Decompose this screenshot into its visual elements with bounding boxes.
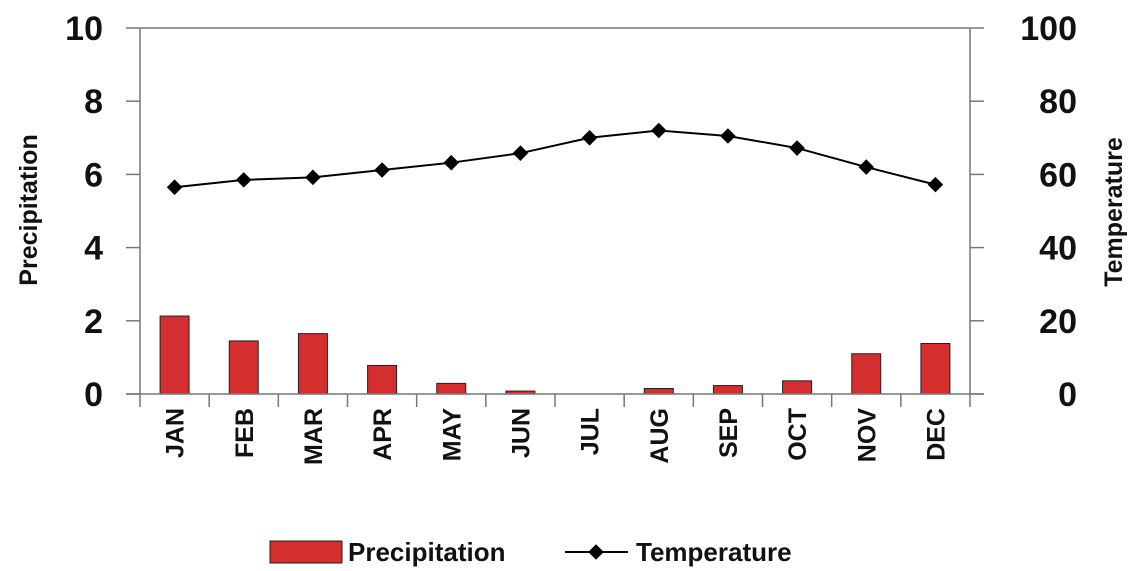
axes-group	[126, 27, 984, 407]
month-label-apr: APR	[369, 408, 397, 461]
month-label-mar: MAR	[300, 408, 328, 465]
legend-temperature-marker	[588, 544, 604, 560]
month-label-sep: SEP	[715, 408, 743, 458]
legend-precipitation-label: Precipitation	[348, 537, 505, 567]
right-tick-label-80: 80	[1039, 83, 1077, 121]
temperature-line-group	[166, 122, 944, 195]
precipitation-bar-jan	[159, 315, 190, 395]
precipitation-bar-aug	[643, 388, 674, 395]
temperature-point-apr	[374, 162, 390, 178]
temperature-point-nov	[858, 159, 875, 175]
temperature-point-dec	[927, 176, 944, 193]
temperature-point-jun	[512, 145, 529, 161]
left-tick-label-8: 8	[84, 83, 103, 121]
month-label-aug: AUG	[646, 408, 674, 464]
precipitation-bar-sep	[712, 385, 743, 395]
legend-precipitation-swatch	[269, 540, 343, 564]
month-label-oct: OCT	[784, 408, 812, 461]
temperature-point-aug	[650, 122, 667, 139]
precipitation-bar-mar	[297, 333, 328, 395]
left-tick-label-0: 0	[84, 376, 103, 414]
right-tick-label-40: 40	[1039, 230, 1077, 268]
month-label-dec: DEC	[922, 408, 950, 461]
precipitation-bar-feb	[228, 340, 259, 395]
left-tick-label-6: 6	[84, 156, 103, 194]
temperature-point-jul	[581, 130, 598, 146]
month-label-jul: JUL	[577, 408, 605, 455]
month-label-may: MAY	[438, 408, 466, 462]
legend: Precipitation Temperature	[269, 537, 792, 567]
bars-group	[159, 315, 951, 395]
legend-temperature-label: Temperature	[636, 537, 792, 567]
temperature-point-may	[443, 154, 460, 171]
month-label-feb: FEB	[231, 408, 259, 458]
precipitation-bar-oct	[782, 380, 813, 395]
month-label-jan: JAN	[162, 408, 190, 458]
month-label-nov: NOV	[853, 408, 881, 463]
left-axis-title: Precipitation	[15, 134, 43, 285]
month-label-jun: JUN	[507, 408, 535, 458]
temperature-point-sep	[720, 128, 736, 144]
temperature-line	[174, 129, 936, 189]
precipitation-bar-nov	[851, 353, 882, 395]
precipitation-bar-may	[436, 382, 467, 395]
temperature-point-oct	[789, 140, 805, 156]
left-tick-label-4: 4	[84, 230, 103, 268]
precipitation-bar-apr	[367, 364, 398, 395]
temperature-point-jan	[166, 179, 183, 195]
right-tick-label-0: 0	[1058, 376, 1077, 414]
right-tick-label-60: 60	[1039, 156, 1077, 194]
right-tick-label-100: 100	[1020, 10, 1077, 48]
temperature-point-feb	[235, 172, 252, 188]
left-tick-label-10: 10	[65, 10, 103, 48]
precipitation-bar-dec	[920, 342, 951, 395]
temperature-point-mar	[305, 169, 321, 186]
right-axis-title: Temperature	[1100, 137, 1128, 287]
right-tick-label-20: 20	[1039, 303, 1077, 341]
left-tick-label-2: 2	[84, 303, 103, 341]
